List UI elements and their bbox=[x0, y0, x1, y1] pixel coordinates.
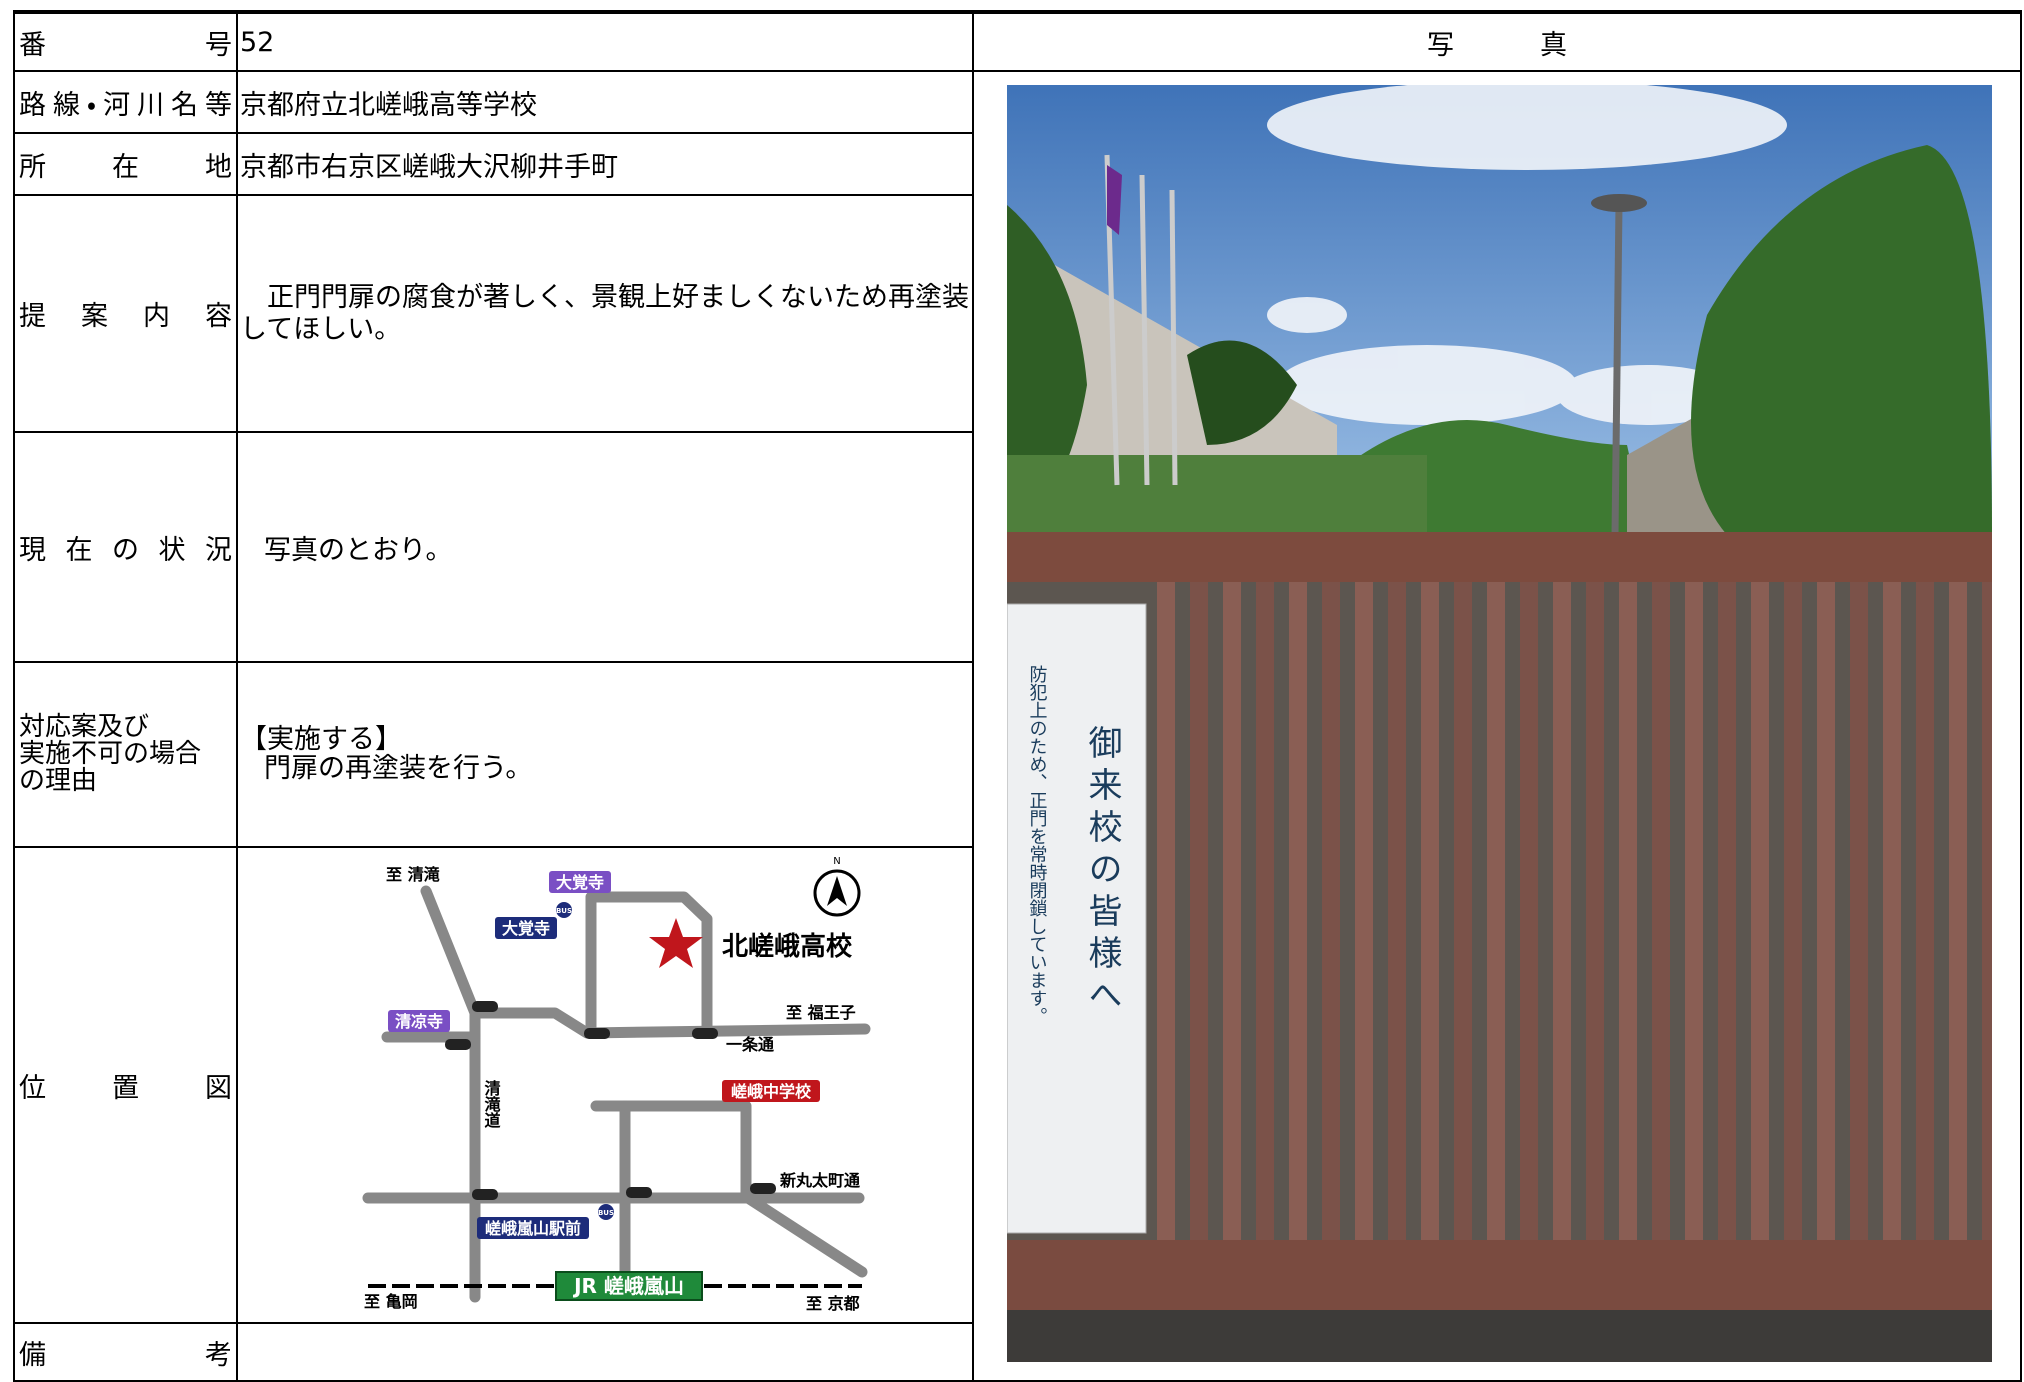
label: 位置図 bbox=[19, 1072, 232, 1104]
slat bbox=[1322, 582, 1340, 1242]
map-label: 嵯峨嵐山駅前 bbox=[485, 1219, 581, 1238]
trees bbox=[1691, 145, 1992, 535]
slat bbox=[1916, 582, 1934, 1242]
map-label: 至 亀岡 bbox=[364, 1292, 418, 1311]
slat bbox=[1487, 582, 1505, 1242]
label-cell: 対応案及び 実施不可の場合 の理由 bbox=[13, 661, 238, 848]
sign-note: 防犯上のため、正門を常時閉鎖しています。 bbox=[1027, 665, 1048, 1025]
slat bbox=[1520, 582, 1538, 1242]
label-line: 対応案及び bbox=[19, 711, 150, 742]
slat bbox=[1388, 582, 1406, 1242]
slat bbox=[1982, 582, 1992, 1242]
location-map: N 至 清滝 大覚寺 大覚寺 BUS 北嵯峨高校 至 福王子 清凉寺 一条通 清… bbox=[362, 856, 871, 1313]
map-label: 大覚寺 bbox=[556, 873, 604, 892]
map-label: 清滝道 bbox=[482, 1079, 501, 1129]
slat bbox=[1817, 582, 1835, 1242]
map-label: 至 京都 bbox=[806, 1294, 860, 1313]
value: 写真のとおり。 bbox=[264, 534, 453, 566]
school-star bbox=[649, 918, 703, 968]
lamp bbox=[1591, 194, 1647, 212]
map-label: BUS bbox=[556, 907, 572, 915]
ground bbox=[1007, 1310, 1992, 1362]
label-box bbox=[549, 871, 611, 893]
slats bbox=[1157, 582, 1992, 1242]
map-label: BUS bbox=[598, 1209, 614, 1217]
sign bbox=[1007, 603, 1147, 1234]
value: 52 bbox=[240, 26, 275, 58]
slat bbox=[1289, 582, 1307, 1242]
fence-top bbox=[1007, 532, 1992, 582]
slat bbox=[1685, 582, 1703, 1242]
slat bbox=[1949, 582, 1967, 1242]
label-line: の理由 bbox=[19, 766, 98, 797]
slat bbox=[1454, 582, 1472, 1242]
label: 提案内容 bbox=[19, 301, 232, 332]
slat bbox=[1355, 582, 1373, 1242]
value-cell: 正門門扉の腐食が著しく、景観上好ましくないため再塗装してほしい。 bbox=[236, 194, 974, 433]
value: 京都市右京区嵯峨大沢柳井手町 bbox=[240, 151, 618, 183]
map-label: JR 嵯峨嵐山 bbox=[572, 1274, 684, 1298]
roads bbox=[362, 885, 871, 1303]
map-label: 至 清滝 bbox=[386, 865, 440, 884]
bus-icon bbox=[598, 1204, 614, 1220]
slat bbox=[1751, 582, 1769, 1242]
label-box bbox=[722, 1080, 820, 1102]
north-circle bbox=[813, 869, 861, 917]
map-label: 清凉寺 bbox=[395, 1012, 443, 1031]
traffic-lights bbox=[445, 1001, 776, 1200]
photo: 御来校の皆様へ 防犯上のため、正門を常時閉鎖しています。 bbox=[1007, 85, 1992, 1362]
slat bbox=[1223, 582, 1241, 1242]
slat bbox=[1586, 582, 1604, 1242]
map-label: 大覚寺 bbox=[502, 919, 550, 938]
label: 現在の状況 bbox=[19, 534, 232, 566]
label: 路線・河川名等 bbox=[19, 89, 232, 121]
slat bbox=[1883, 582, 1901, 1242]
value-line: 【実施する】 bbox=[240, 724, 402, 756]
pine bbox=[1187, 340, 1297, 445]
map-label: 至 福王子 bbox=[786, 1003, 856, 1022]
photo-heading: 写真 bbox=[1427, 29, 1567, 61]
label: 番号 bbox=[19, 29, 232, 61]
slat bbox=[1157, 582, 1175, 1242]
slat bbox=[1190, 582, 1208, 1242]
sign-title: 御来校の皆様へ bbox=[1082, 725, 1122, 1019]
slat bbox=[1718, 582, 1736, 1242]
north-arrow bbox=[827, 876, 847, 906]
slat bbox=[1421, 582, 1439, 1242]
map-label: 新丸太町通 bbox=[779, 1171, 861, 1190]
fence-bottom bbox=[1007, 1240, 1992, 1310]
label-cell: 所在地 bbox=[13, 132, 238, 196]
slat bbox=[1784, 582, 1802, 1242]
map-labels: 至 清滝 大覚寺 大覚寺 BUS 北嵯峨高校 至 福王子 清凉寺 一条通 清滝道… bbox=[364, 865, 861, 1313]
map-label: 嵯峨中学校 bbox=[731, 1082, 812, 1101]
label-box bbox=[495, 917, 557, 939]
photo-cell bbox=[972, 70, 2022, 1382]
lamp-post bbox=[1611, 204, 1623, 536]
map-label: N bbox=[833, 856, 840, 867]
label: 備考 bbox=[19, 1339, 232, 1371]
slat bbox=[1619, 582, 1637, 1242]
label-box bbox=[555, 1271, 703, 1301]
slat bbox=[1553, 582, 1571, 1242]
bus-icon bbox=[556, 902, 572, 918]
label-box bbox=[388, 1010, 450, 1032]
slat bbox=[1652, 582, 1670, 1242]
heading-cell: 写真 bbox=[972, 10, 2022, 72]
map-label: 一条通 bbox=[726, 1035, 775, 1054]
hedge bbox=[1007, 455, 1427, 535]
label-line: 実施不可の場合 bbox=[19, 738, 202, 769]
label: 所在地 bbox=[19, 151, 232, 183]
value-line: 門扉の再塗装を行う。 bbox=[264, 752, 533, 784]
value: 正門門扉の腐食が著しく、景観上好ましくないため再塗装してほしい。 bbox=[240, 282, 969, 345]
value: 京都府立北嵯峨高等学校 bbox=[240, 89, 537, 121]
map-label: 北嵯峨高校 bbox=[722, 931, 853, 962]
slat bbox=[1256, 582, 1274, 1242]
flag bbox=[1107, 165, 1122, 235]
label-box bbox=[477, 1217, 589, 1239]
slat bbox=[1850, 582, 1868, 1242]
trees bbox=[1007, 205, 1087, 535]
